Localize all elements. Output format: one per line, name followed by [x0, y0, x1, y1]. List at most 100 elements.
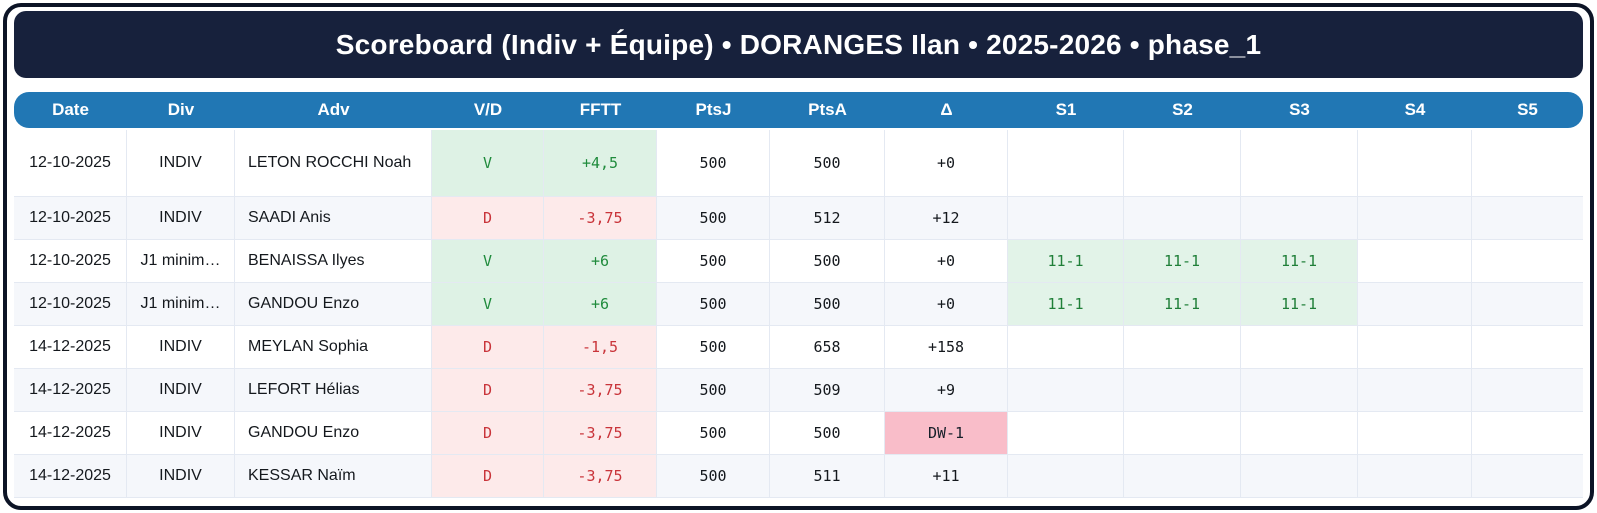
- cell-delta: +158: [885, 326, 1008, 368]
- cell-s2: [1124, 326, 1241, 368]
- cell-div: INDIV: [127, 412, 235, 454]
- cell-ptsj: 500: [657, 240, 770, 282]
- cell-div: J1 minim…: [127, 283, 235, 325]
- cell-fftt: +6: [544, 283, 657, 325]
- cell-delta: +0: [885, 130, 1008, 196]
- column-header-s4: S4: [1404, 100, 1426, 119]
- cell-fftt: -3,75: [544, 455, 657, 497]
- cell-s4: [1358, 240, 1472, 282]
- cell-adv: GANDOU Enzo: [235, 283, 432, 325]
- cell-s1: 11-1: [1008, 283, 1124, 325]
- cell-s1: [1008, 412, 1124, 454]
- cell-s5: [1472, 412, 1583, 454]
- cell-s1: [1008, 130, 1124, 196]
- cell-delta: +12: [885, 197, 1008, 239]
- cell-date: 12-10-2025: [14, 283, 127, 325]
- table-row: 14-12-2025 INDIV LEFORT Hélias D -3,75 500 509…: [14, 369, 1583, 412]
- cell-s4: [1358, 369, 1472, 411]
- cell-ptsa: 500: [770, 283, 885, 325]
- cell-adv: GANDOU Enzo: [235, 412, 432, 454]
- table-row: 12-10-2025 INDIV LETON ROCCHI Noah V +4,5 500…: [14, 130, 1583, 197]
- cell-s1: [1008, 455, 1124, 497]
- column-header-delta: Δ: [940, 100, 953, 119]
- table-row: 14-12-2025 INDIV MEYLAN Sophia D -1,5 500 658 +…: [14, 326, 1583, 369]
- cell-s3: 11-1: [1241, 283, 1358, 325]
- cell-s2: [1124, 369, 1241, 411]
- cell-ptsj: 500: [657, 197, 770, 239]
- cell-fftt: -3,75: [544, 412, 657, 454]
- cell-div: INDIV: [127, 130, 235, 196]
- cell-s4: [1358, 283, 1472, 325]
- cell-ptsa: 509: [770, 369, 885, 411]
- cell-s3: [1241, 130, 1358, 196]
- cell-s4: [1358, 412, 1472, 454]
- cell-date: 14-12-2025: [14, 455, 127, 497]
- cell-s3: [1241, 412, 1358, 454]
- cell-date: 12-10-2025: [14, 130, 127, 196]
- cell-s4: [1358, 130, 1472, 196]
- cell-delta: +11: [885, 455, 1008, 497]
- cell-vd: V: [432, 240, 544, 282]
- cell-ptsj: 500: [657, 369, 770, 411]
- cell-div: INDIV: [127, 369, 235, 411]
- cell-div: INDIV: [127, 455, 235, 497]
- cell-s1: [1008, 326, 1124, 368]
- page-title: Scoreboard (Indiv + Équipe) • DORANGES I…: [335, 28, 1262, 60]
- cell-ptsa: 512: [770, 197, 885, 239]
- cell-delta: DW-1: [885, 412, 1008, 454]
- cell-date: 14-12-2025: [14, 412, 127, 454]
- cell-delta: +9: [885, 369, 1008, 411]
- cell-date: 12-10-2025: [14, 240, 127, 282]
- column-header-s5: S5: [1517, 100, 1538, 119]
- column-header-s1: S1: [1055, 100, 1077, 119]
- cell-s2: 11-1: [1124, 240, 1241, 282]
- cell-ptsa: 511: [770, 455, 885, 497]
- cell-vd: D: [432, 326, 544, 368]
- cell-s4: [1358, 455, 1472, 497]
- cell-fftt: -3,75: [544, 197, 657, 239]
- cell-fftt: -3,75: [544, 369, 657, 411]
- cell-s5: [1472, 455, 1583, 497]
- cell-s3: [1241, 197, 1358, 239]
- cell-adv: SAADI Anis: [235, 197, 432, 239]
- column-header-vd: V/D: [473, 100, 503, 119]
- cell-ptsj: 500: [657, 455, 770, 497]
- cell-adv: KESSAR Naïm: [235, 455, 432, 497]
- cell-date: 12-10-2025: [14, 197, 127, 239]
- cell-fftt: -1,5: [544, 326, 657, 368]
- table-body: 12-10-2025 INDIV LETON ROCCHI Noah V +4,5 500…: [14, 130, 1583, 498]
- cell-vd: D: [432, 455, 544, 497]
- cell-ptsj: 500: [657, 326, 770, 368]
- cell-ptsa: 500: [770, 130, 885, 196]
- cell-s4: [1358, 197, 1472, 239]
- cell-vd: D: [432, 197, 544, 239]
- cell-fftt: +6: [544, 240, 657, 282]
- cell-ptsj: 500: [657, 130, 770, 196]
- column-header-fftt: FFTT: [579, 100, 622, 119]
- cell-ptsa: 500: [770, 240, 885, 282]
- cell-delta: +0: [885, 283, 1008, 325]
- cell-ptsj: 500: [657, 412, 770, 454]
- cell-s3: [1241, 455, 1358, 497]
- cell-s3: [1241, 369, 1358, 411]
- column-header-div: Div: [167, 100, 195, 119]
- cell-s5: [1472, 130, 1583, 196]
- cell-vd: D: [432, 369, 544, 411]
- cell-vd: D: [432, 412, 544, 454]
- title-banner: Scoreboard (Indiv + Équipe) • DORANGES I…: [14, 11, 1583, 78]
- cell-s4: [1358, 326, 1472, 368]
- cell-vd: V: [432, 283, 544, 325]
- results-table: Date Div Adv V/D FFTT PtsJ PtsA Δ S1 S2 S3 S4 S5 12-…: [14, 92, 1583, 498]
- cell-s5: [1472, 326, 1583, 368]
- cell-s2: 11-1: [1124, 283, 1241, 325]
- cell-ptsj: 500: [657, 283, 770, 325]
- cell-s1: [1008, 369, 1124, 411]
- column-header-s2: S2: [1172, 100, 1193, 119]
- cell-div: INDIV: [127, 326, 235, 368]
- cell-s2: [1124, 412, 1241, 454]
- cell-date: 14-12-2025: [14, 326, 127, 368]
- scoreboard-card: Scoreboard (Indiv + Équipe) • DORANGES I…: [3, 3, 1594, 510]
- cell-s5: [1472, 369, 1583, 411]
- cell-adv: MEYLAN Sophia: [235, 326, 432, 368]
- cell-vd: V: [432, 130, 544, 196]
